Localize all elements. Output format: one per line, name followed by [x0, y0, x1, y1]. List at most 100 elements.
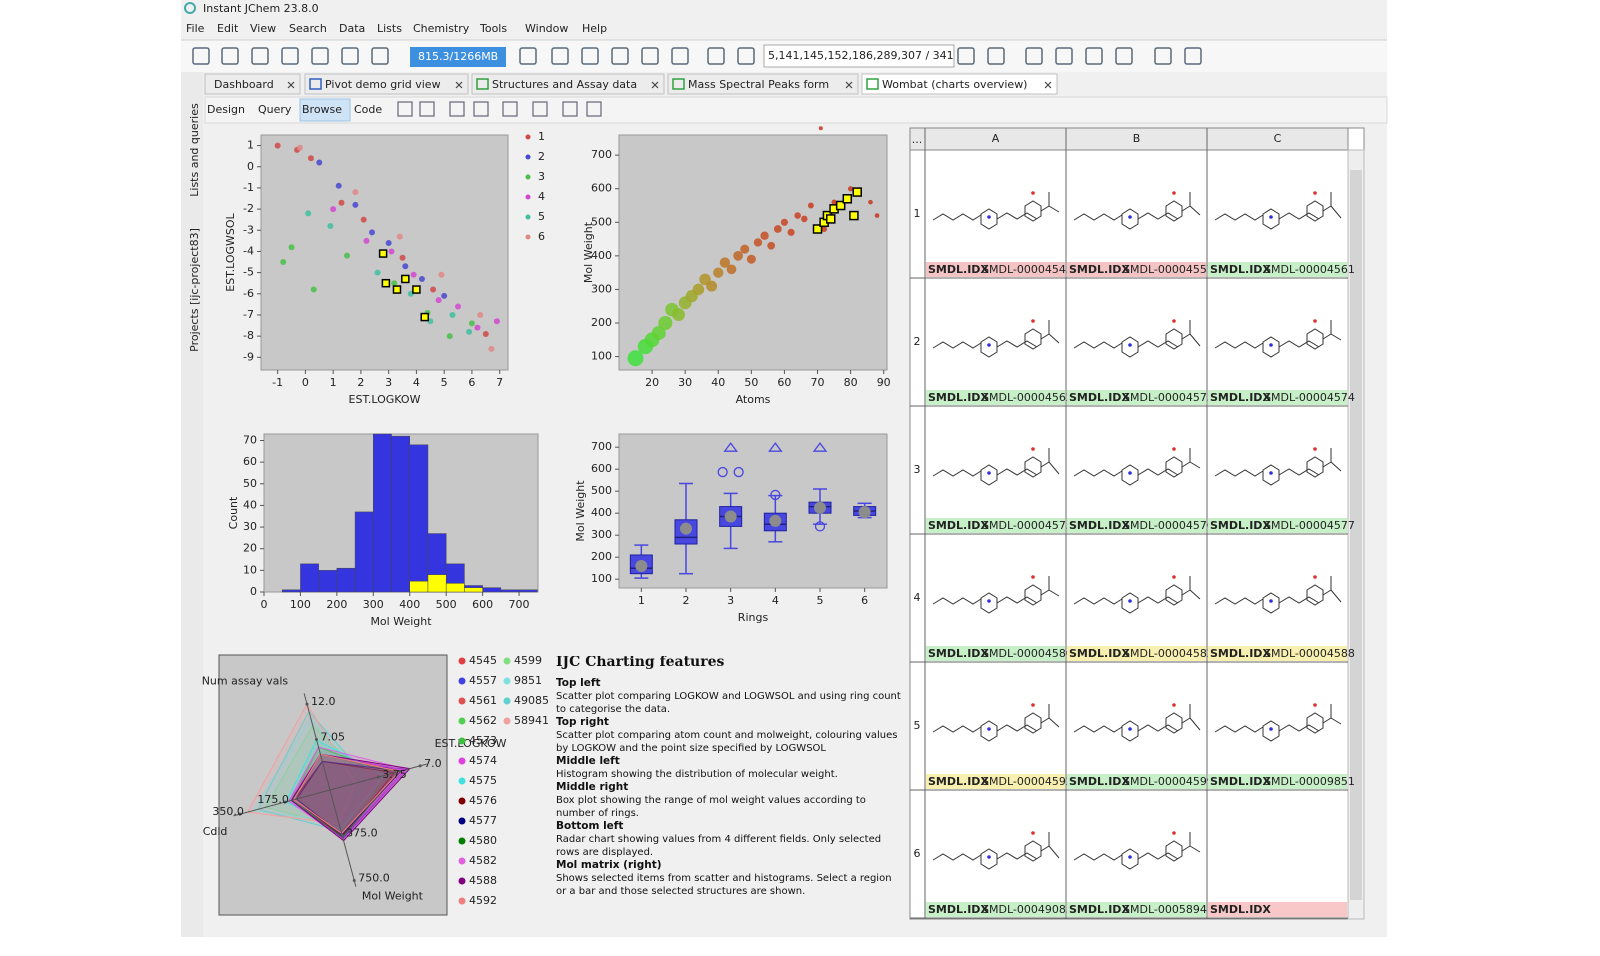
- y-tick-label: 100: [591, 350, 612, 363]
- y-tick-label: 60: [243, 455, 257, 468]
- toolbar-icon[interactable]: [737, 47, 755, 65]
- menu-item[interactable]: Chemistry: [413, 22, 470, 35]
- histogram-bar: [300, 563, 319, 593]
- cell-label-bg: [1208, 646, 1347, 661]
- molecule-structure: [932, 320, 1060, 358]
- tab-close[interactable]: [651, 81, 659, 89]
- sidebar-tab: Lists and queries: [188, 103, 201, 197]
- side-panel: [181, 72, 203, 937]
- menu-item[interactable]: Lists: [377, 22, 402, 35]
- atom-n: [987, 471, 991, 475]
- legend-marker: [458, 817, 466, 825]
- atom-n: [1269, 471, 1273, 475]
- histogram-bar: [373, 433, 392, 593]
- toolbar-icon[interactable]: [221, 47, 239, 65]
- tab[interactable]: [667, 73, 859, 95]
- form-icon[interactable]: [419, 101, 435, 117]
- form-mode[interactable]: Code: [354, 103, 382, 116]
- bubble: [706, 280, 718, 292]
- cell-field: SMDL.IDX: [928, 775, 989, 788]
- toolbar-icon[interactable]: [641, 47, 659, 65]
- scroll-thumb[interactable]: [1350, 170, 1362, 900]
- form-icon[interactable]: [502, 101, 518, 117]
- toolbar-icon[interactable]: [192, 47, 210, 65]
- toolbar-icon[interactable]: [341, 47, 359, 65]
- form-icon[interactable]: [586, 101, 602, 117]
- atom-n: [1269, 727, 1273, 731]
- tab[interactable]: [204, 73, 301, 95]
- toolbar-icon[interactable]: [551, 47, 569, 65]
- molecule-structure: [1073, 576, 1201, 614]
- toolbar-icon[interactable]: [1154, 47, 1172, 65]
- toolbar-icon[interactable]: [1025, 47, 1043, 65]
- selected-point: [812, 224, 823, 234]
- tab[interactable]: [471, 73, 665, 95]
- atom-n: [1269, 215, 1273, 219]
- toolbar-icon[interactable]: [707, 47, 725, 65]
- radar-tick: [340, 833, 344, 837]
- x-tick-label: 5: [441, 376, 448, 389]
- bubble: [753, 238, 763, 247]
- menu-item[interactable]: Tools: [479, 22, 507, 35]
- bubble: [773, 225, 782, 233]
- mean: [635, 560, 648, 572]
- bubble: [726, 264, 737, 275]
- form-icon[interactable]: [449, 101, 465, 117]
- memory-bar[interactable]: [410, 47, 506, 67]
- form-toolbar: [204, 96, 1388, 124]
- legend-label: 4545: [469, 654, 497, 667]
- radar-tick: [238, 812, 242, 816]
- extreme: [768, 442, 783, 452]
- scatter-point: [468, 320, 475, 327]
- toolbar-icon[interactable]: [519, 47, 537, 65]
- x-tick-label: 50: [744, 376, 758, 389]
- toolbar-icon[interactable]: [987, 47, 1005, 65]
- toolbar-icon[interactable]: [251, 47, 269, 65]
- form-mode[interactable]: Design: [207, 103, 245, 116]
- form-icon[interactable]: [473, 101, 489, 117]
- selection-combo[interactable]: [763, 44, 955, 68]
- toolbar-icon[interactable]: [581, 47, 599, 65]
- form-mode[interactable]: Browse: [302, 103, 342, 116]
- toolbar-icon[interactable]: [1115, 47, 1133, 65]
- menu-item[interactable]: Help: [582, 22, 607, 35]
- toolbar-icon[interactable]: [957, 47, 975, 65]
- menu-item[interactable]: File: [186, 22, 205, 35]
- toolbar-icon[interactable]: [311, 47, 329, 65]
- plot-area: [218, 654, 448, 916]
- tab-close[interactable]: [1044, 81, 1052, 89]
- toolbar-icon[interactable]: [671, 47, 689, 65]
- molecule-structure: [1073, 320, 1201, 358]
- molecule-structure: [932, 576, 1060, 614]
- form-icon[interactable]: [397, 101, 413, 117]
- toolbar-icon[interactable]: [1184, 47, 1202, 65]
- menu-item[interactable]: Edit: [217, 22, 239, 35]
- features-text: IJC Charting features Top left Scatter plo…: [556, 656, 901, 898]
- form-icon[interactable]: [562, 101, 578, 117]
- bubble: [672, 308, 685, 322]
- tab-close[interactable]: [455, 81, 463, 89]
- column-header: C: [1274, 132, 1282, 145]
- atom-o: [1031, 191, 1035, 195]
- toolbar-icon[interactable]: [281, 47, 299, 65]
- tab[interactable]: [304, 73, 469, 95]
- toolbar-icon[interactable]: [1055, 47, 1073, 65]
- menu-item[interactable]: Data: [339, 22, 365, 35]
- form-icon[interactable]: [532, 101, 548, 117]
- form-mode[interactable]: Query: [258, 103, 292, 116]
- menu-item[interactable]: View: [250, 22, 276, 35]
- x-tick-label: 2: [357, 376, 364, 389]
- menu-item[interactable]: Window: [525, 22, 568, 35]
- cell-field: SMDL.IDX: [928, 391, 989, 404]
- toolbar-icon[interactable]: [371, 47, 389, 65]
- menu-item[interactable]: Search: [289, 22, 327, 35]
- tab-close[interactable]: [287, 81, 295, 89]
- tab-close[interactable]: [845, 81, 853, 89]
- mean: [680, 522, 692, 535]
- feature-item: Middle right Box plot showing the range o…: [556, 781, 901, 820]
- toolbar-icon[interactable]: [611, 47, 629, 65]
- tab[interactable]: [861, 73, 1058, 95]
- toolbar-icon[interactable]: [1085, 47, 1103, 65]
- cell-field: SMDL.IDX: [1069, 903, 1130, 916]
- legend-label: 49085: [514, 694, 549, 707]
